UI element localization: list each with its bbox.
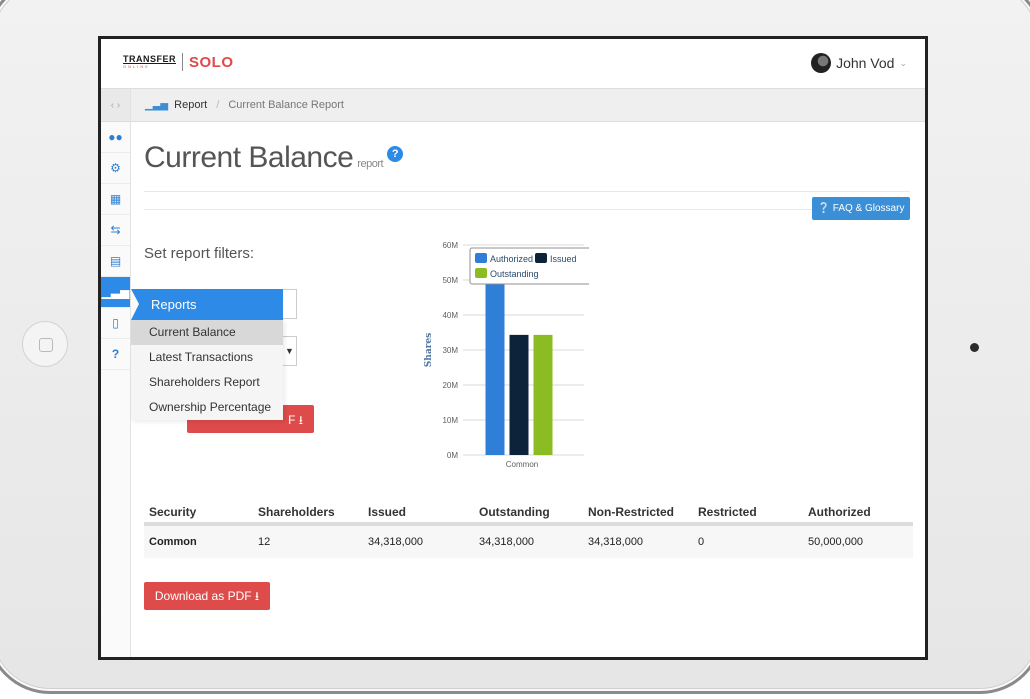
download-pdf-button[interactable]: Download as PDF ⭳ <box>144 582 270 610</box>
filters-label: Set report filters: <box>144 245 255 262</box>
page-title-text: Current Balance <box>144 141 354 174</box>
flyout-item-ownership-percentage[interactable]: Ownership Percentage <box>149 400 272 414</box>
logo-product: SOLO <box>189 53 234 71</box>
user-menu[interactable]: John Vod ⌄ <box>811 53 907 73</box>
avatar <box>811 53 832 73</box>
flyout-item-shareholders-report[interactable]: Shareholders Report <box>149 375 260 389</box>
table-header-cell[interactable]: Shareholders <box>258 505 335 519</box>
download-label: Download as PDF <box>154 589 252 603</box>
bar-chart-icon[interactable]: ▁▃▅ <box>101 277 130 308</box>
balance-chart: 0M 10M 20M 30M 40M 50M 60M Shares Common Authoriz… <box>424 241 589 469</box>
home-square-icon <box>39 338 53 352</box>
table-row: Common 12 34,318,000 34,318,000 34,318,0… <box>144 526 913 558</box>
y-tick-label: 60M <box>442 241 458 250</box>
transfer-arrows-icon[interactable]: ⇆ <box>101 215 130 246</box>
legend-label: Issued <box>550 254 577 264</box>
users-icon[interactable]: ●● <box>101 122 130 153</box>
table-cell: 34,318,000 <box>479 536 535 548</box>
logo-line1: TRANSFER <box>123 54 176 64</box>
home-button <box>22 321 68 367</box>
table-header-cell[interactable]: Authorized <box>808 505 871 519</box>
download-icon: ⭳ <box>254 589 260 603</box>
y-tick-label: 20M <box>442 381 458 390</box>
filter-input[interactable] <box>283 289 297 319</box>
hidden-button-suffix: F <box>288 413 296 427</box>
sidebar-rail: ‹ › ●● ⚙ ▦ ⇆ ▤ ▁▃▅ ▯ ? <box>101 89 131 657</box>
breadcrumb-bar: ▁▃▅ Report / Current Balance Report <box>101 89 925 122</box>
legend-swatch <box>535 253 547 263</box>
logo-divider <box>182 53 183 71</box>
camera-dot <box>970 343 979 352</box>
top-navbar: TRANSFER ONLINE SOLO John Vod ⌄ <box>101 39 925 89</box>
reports-flyout-menu: Reports Current Balance Latest Transacti… <box>131 289 283 420</box>
breadcrumb-current: Current Balance Report <box>228 99 344 111</box>
legend-label: Outstanding <box>490 269 539 279</box>
help-icon[interactable]: ? <box>387 146 404 162</box>
table-header-cell[interactable]: Outstanding <box>479 505 550 519</box>
table-cell: 34,318,000 <box>588 536 644 548</box>
gears-icon[interactable]: ⚙ <box>101 153 130 184</box>
flyout-list: Current Balance Latest Transactions Shar… <box>131 320 283 420</box>
flyout-item-latest-transactions[interactable]: Latest Transactions <box>149 350 254 364</box>
y-tick-label: 40M <box>442 311 458 320</box>
y-axis-label: Shares <box>424 333 434 367</box>
table-cell: 12 <box>258 536 271 548</box>
y-tick-label: 30M <box>442 346 458 355</box>
flyout-item-current-balance[interactable]: Current Balance <box>131 320 283 345</box>
user-name: John Vod <box>836 55 895 71</box>
bar-outstanding <box>533 334 553 455</box>
sidebar-toggle[interactable]: ‹ › <box>101 89 130 122</box>
download-icon: ⭳ <box>298 413 303 427</box>
chart-legend <box>469 247 589 285</box>
breadcrumb-separator: / <box>216 99 220 111</box>
balance-table: Security Shareholders Issued Outstanding… <box>144 501 913 558</box>
table-cell: 34,318,000 <box>368 536 424 548</box>
flyout-title[interactable]: Reports <box>131 289 283 320</box>
breadcrumb-root[interactable]: Report <box>174 99 208 111</box>
filter-select[interactable]: ▼ <box>283 336 297 366</box>
page-subtitle: report <box>357 158 384 170</box>
table-header: Security Shareholders Issued Outstanding… <box>144 501 913 526</box>
chevron-down-icon: ⌄ <box>899 57 907 68</box>
y-tick-label: 10M <box>442 416 458 425</box>
brand-logo[interactable]: TRANSFER ONLINE SOLO <box>123 53 234 71</box>
breadcrumb: ▁▃▅ Report / Current Balance Report <box>145 99 344 111</box>
table-cell: Common <box>149 536 197 548</box>
page-title: Current Balance report? <box>144 141 404 175</box>
caret-down-icon: ▼ <box>285 346 294 356</box>
legend-swatch <box>475 268 487 278</box>
table-cell: 0 <box>698 536 705 548</box>
id-card-icon[interactable]: ▤ <box>101 246 130 277</box>
divider <box>144 209 910 210</box>
legend-swatch <box>475 253 487 263</box>
question-icon[interactable]: ? <box>101 339 130 370</box>
table-header-cell[interactable]: Restricted <box>698 505 757 519</box>
x-tick-label: Common <box>506 460 538 469</box>
faq-glossary-button[interactable]: ❔ FAQ & Glossary <box>812 197 910 220</box>
y-tick-label: 0M <box>447 451 458 460</box>
table-header-cell[interactable]: Security <box>149 505 197 519</box>
legend-label: Authorized <box>490 254 533 264</box>
table-cell: 50,000,000 <box>808 536 864 548</box>
building-icon[interactable]: ▦ <box>101 184 130 215</box>
faq-label: FAQ & Glossary <box>832 203 905 214</box>
divider <box>144 191 910 192</box>
y-tick-label: 50M <box>442 276 458 285</box>
question-circle-icon: ❔ <box>817 203 830 214</box>
bar-authorized <box>485 280 505 455</box>
document-icon[interactable]: ▯ <box>101 308 130 339</box>
table-header-cell[interactable]: Issued <box>368 505 407 519</box>
table-header-cell[interactable]: Non-Restricted <box>588 505 675 519</box>
bar-chart-icon: ▁▃▅ <box>145 100 169 111</box>
bar-issued <box>509 334 529 455</box>
app-screen: TRANSFER ONLINE SOLO John Vod ⌄ ▁▃▅ Repo… <box>98 36 928 660</box>
logo-line2: ONLINE <box>123 64 150 69</box>
